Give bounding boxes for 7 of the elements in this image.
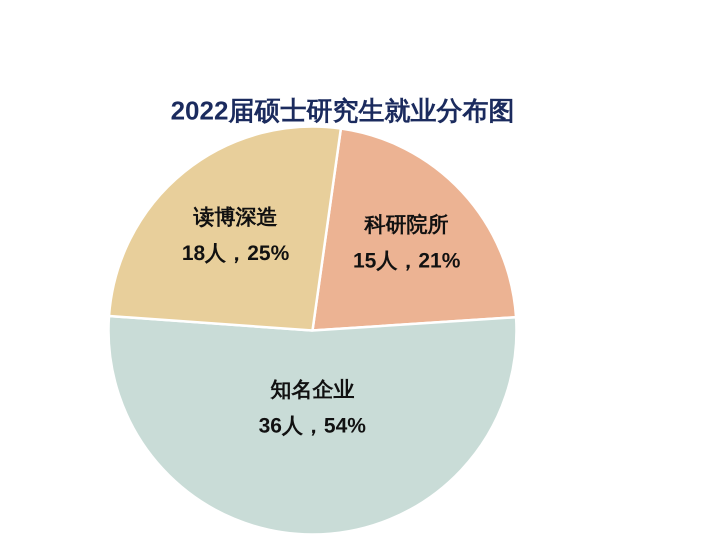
slice-label: 科研院所 [364,212,449,237]
data-label: 36人，54% [258,414,366,438]
chart-title: 2022届硕士研究生就业分布图 [170,96,514,126]
slice-label: 读博深造 [192,206,278,229]
data-label: 15人，21% [353,250,461,273]
slice-label: 知名企业 [269,378,354,402]
data-label: 18人，25% [182,242,290,265]
